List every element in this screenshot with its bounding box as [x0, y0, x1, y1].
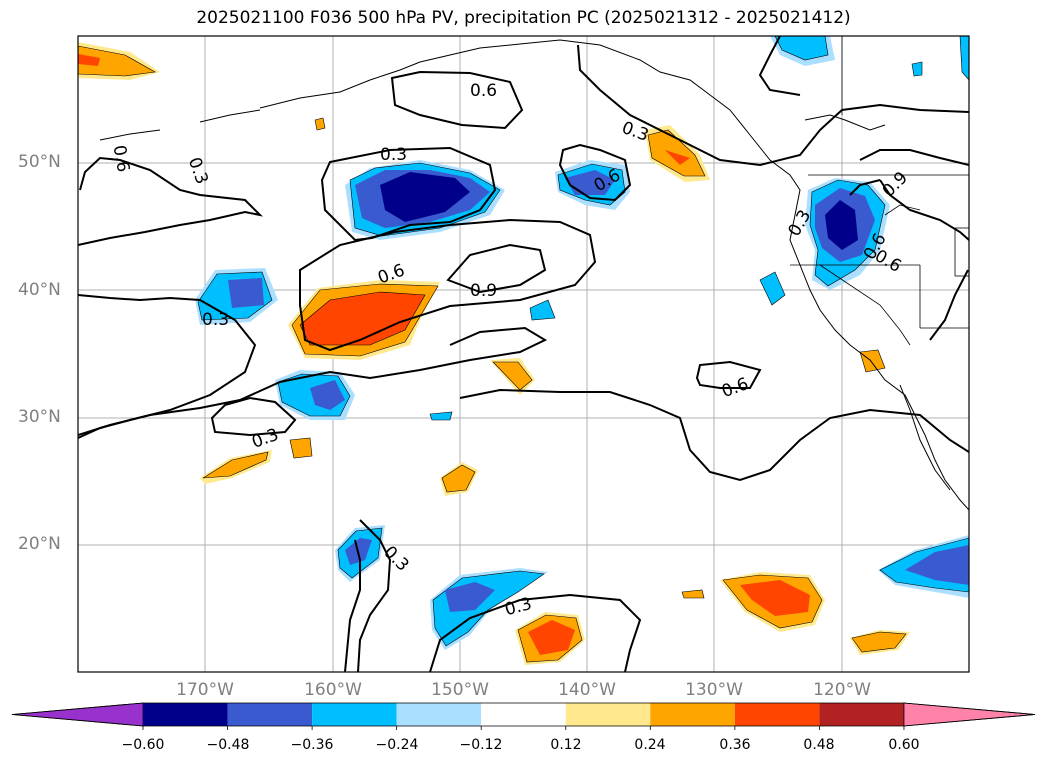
- map-area: 0.6 0.3 0.6 0.3 0.3 0.6 0.6 0.9 0.3 0.3 …: [78, 36, 969, 672]
- lon-label: 170°W: [176, 680, 234, 700]
- political-borders: [790, 36, 969, 346]
- map-frame: [77, 35, 970, 673]
- colorbar-extend-min: [11, 702, 144, 727]
- colorbar-segment: [143, 703, 228, 726]
- lon-label: 140°W: [558, 680, 616, 700]
- contour-label: 0.6: [470, 81, 497, 101]
- contour-label: 0.3: [184, 155, 212, 187]
- colorbar-tick-label: −0.60: [121, 737, 165, 753]
- lon-label: 120°W: [813, 680, 871, 700]
- colorbar-segment: [396, 703, 482, 726]
- pv-contours: [78, 36, 969, 672]
- lat-label: 20°N: [18, 534, 61, 554]
- graticule: [78, 36, 969, 672]
- colorbar-tick-label: 0.60: [888, 737, 920, 753]
- contour-label: 0.9: [470, 281, 497, 301]
- lon-label: 150°W: [431, 680, 489, 700]
- lon-label: 160°W: [304, 680, 362, 700]
- lat-label: 30°N: [18, 407, 61, 427]
- contour-label: 0.3: [619, 118, 651, 146]
- map-title: 2025021100 F036 500 hPa PV, precipitatio…: [196, 8, 851, 28]
- contour-label: 0.9: [879, 168, 912, 201]
- colorbar-segment: [819, 703, 904, 726]
- colorbar-segment: [650, 703, 735, 726]
- colorbar-tick-label: −0.24: [375, 737, 419, 753]
- colorbar-tick-label: −0.36: [290, 737, 334, 753]
- colorbar-tick-label: −0.48: [206, 737, 250, 753]
- contour-labels: 0.6 0.3 0.6 0.3 0.3 0.6 0.6 0.9 0.3 0.3 …: [109, 81, 912, 620]
- lat-label: 40°N: [18, 280, 61, 300]
- colorbar-tick-label: 0.12: [550, 737, 582, 753]
- colorbar-segment: [734, 703, 820, 726]
- precip-fill: [78, 36, 969, 665]
- colorbar: [11, 702, 1036, 730]
- colorbar-tick-label: −0.12: [459, 737, 503, 753]
- contour-label: 0.6: [719, 374, 751, 402]
- colorbar-tick-label: 0.36: [719, 737, 751, 753]
- colorbar-segment: [481, 703, 566, 726]
- colorbar-segment: [565, 703, 651, 726]
- lat-label: 50°N: [18, 152, 61, 172]
- coastlines: [99, 39, 969, 511]
- colorbar-tick-label: 0.24: [634, 737, 666, 753]
- contour-label: 0.3: [202, 310, 229, 330]
- contour-label: 0.6: [109, 144, 133, 174]
- lon-label: 130°W: [685, 680, 743, 700]
- contour-label: 0.3: [380, 145, 407, 165]
- colorbar-segment: [227, 703, 313, 726]
- contour-label: 0.3: [249, 425, 281, 453]
- colorbar-tick-label: 0.48: [803, 737, 835, 753]
- colorbar-segment: [312, 703, 397, 726]
- colorbar-extend-max: [903, 702, 1036, 727]
